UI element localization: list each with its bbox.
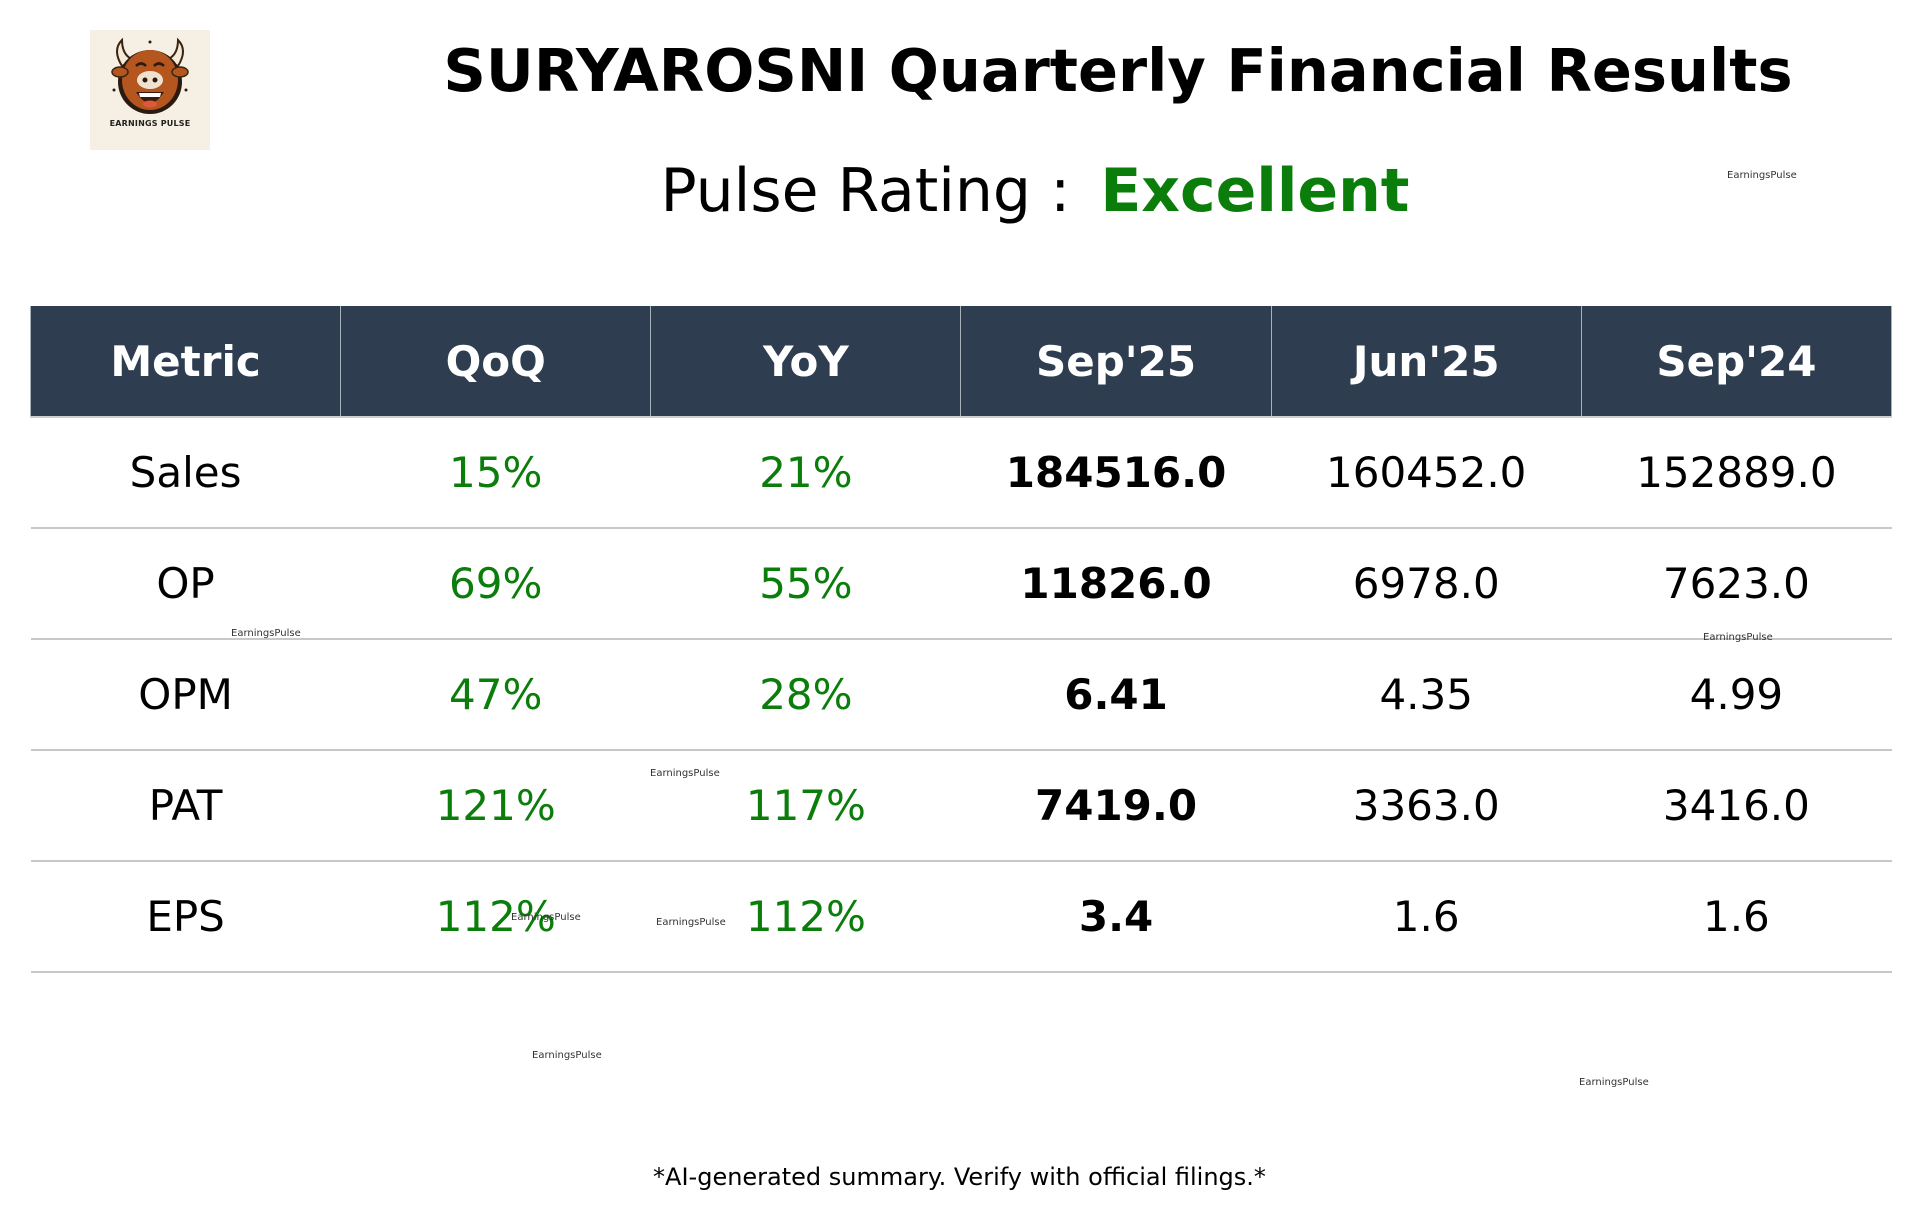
column-header-yoy: YoY <box>650 306 962 418</box>
logo-brand-text: EARNINGS PULSE <box>109 119 191 128</box>
table-row: OP 69% 55% 11826.0 6978.0 7623.0 <box>30 528 1892 640</box>
watermark: EarningsPulse <box>650 768 720 779</box>
table-row: Sales 15% 21% 184516.0 160452.0 152889.0 <box>30 417 1892 529</box>
yoy-change: 117% <box>650 750 961 862</box>
value-jun25: 1.6 <box>1271 861 1582 973</box>
value-sep25: 184516.0 <box>960 417 1272 529</box>
metric-name: Sales <box>30 417 341 529</box>
watermark: EarningsPulse <box>231 628 301 639</box>
pulse-rating-label: Pulse Rating : <box>660 156 1071 226</box>
metric-name: PAT <box>30 750 341 862</box>
pulse-rating-value: Excellent <box>1100 156 1410 226</box>
value-sep25: 6.41 <box>960 639 1272 751</box>
page-title: SURYAROSNI Quarterly Financial Results <box>443 36 1793 105</box>
financial-results-table: Metric QoQ YoY Sep'25 Jun'25 Sep'24 Sale… <box>29 306 1893 973</box>
metric-name: EPS <box>30 861 341 973</box>
qoq-change: 112% <box>340 861 651 973</box>
value-sep25: 7419.0 <box>960 750 1272 862</box>
disclaimer-footer: *AI-generated summary. Verify with offic… <box>653 1163 1266 1191</box>
pulse-rating: Pulse Rating : Excellent <box>0 155 1919 227</box>
watermark: EarningsPulse <box>532 1050 602 1061</box>
watermark: EarningsPulse <box>511 912 581 923</box>
qoq-change: 121% <box>340 750 651 862</box>
value-jun25: 6978.0 <box>1271 528 1582 640</box>
yoy-change: 55% <box>650 528 961 640</box>
value-sep25: 3.4 <box>960 861 1272 973</box>
bull-mascot-icon <box>111 37 189 114</box>
qoq-change: 47% <box>340 639 651 751</box>
table-row: EPS 112% 112% 3.4 1.6 1.6 <box>30 861 1892 973</box>
value-sep24: 7623.0 <box>1581 528 1892 640</box>
value-jun25: 160452.0 <box>1271 417 1582 529</box>
yoy-change: 112% <box>650 861 961 973</box>
value-jun25: 4.35 <box>1271 639 1582 751</box>
table-row: OPM 47% 28% 6.41 4.35 4.99 <box>30 639 1892 751</box>
watermark: EarningsPulse <box>1579 1077 1649 1088</box>
watermark: EarningsPulse <box>1727 170 1797 181</box>
value-sep24: 1.6 <box>1581 861 1892 973</box>
metric-name: OPM <box>30 639 341 751</box>
metric-name: OP <box>30 528 341 640</box>
yoy-change: 21% <box>650 417 961 529</box>
column-header-sep25: Sep'25 <box>960 306 1272 418</box>
qoq-change: 15% <box>340 417 651 529</box>
watermark: EarningsPulse <box>656 917 726 928</box>
yoy-change: 28% <box>650 639 961 751</box>
value-sep24: 3416.0 <box>1581 750 1892 862</box>
column-header-qoq: QoQ <box>340 306 652 418</box>
table-header-row: Metric QoQ YoY Sep'25 Jun'25 Sep'24 <box>29 306 1893 418</box>
earnings-pulse-logo: EARNINGS PULSE <box>90 30 210 150</box>
value-jun25: 3363.0 <box>1271 750 1582 862</box>
value-sep24: 152889.0 <box>1581 417 1892 529</box>
table-row: PAT 121% 117% 7419.0 3363.0 3416.0 <box>30 750 1892 862</box>
column-header-jun25: Jun'25 <box>1270 306 1582 418</box>
value-sep25: 11826.0 <box>960 528 1272 640</box>
value-sep24: 4.99 <box>1581 639 1892 751</box>
column-header-metric: Metric <box>29 306 342 418</box>
qoq-change: 69% <box>340 528 651 640</box>
column-header-sep24: Sep'24 <box>1580 306 1893 418</box>
watermark: EarningsPulse <box>1703 632 1773 643</box>
